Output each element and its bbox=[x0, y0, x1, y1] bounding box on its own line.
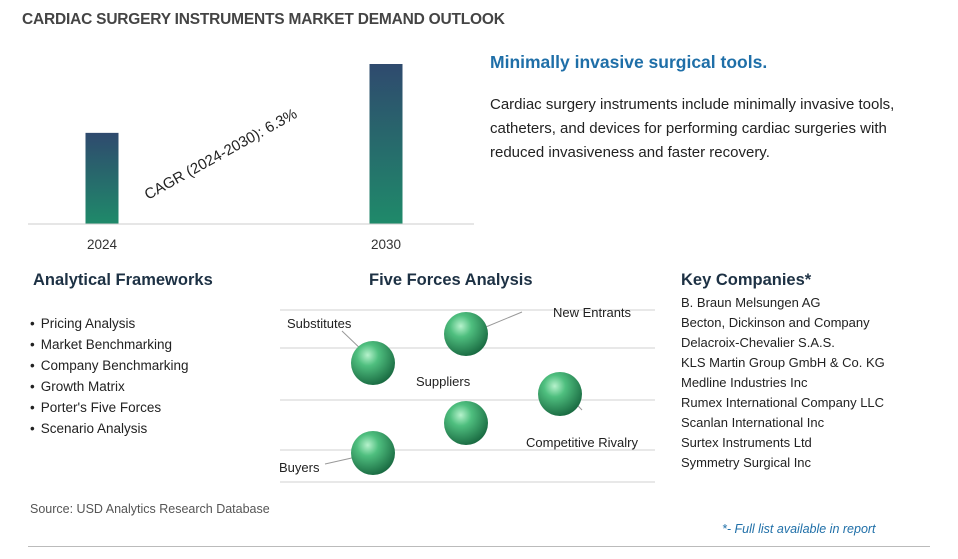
label-substitutes: Substitutes bbox=[287, 316, 352, 331]
company-item: Symmetry Surgical Inc bbox=[681, 455, 812, 470]
company-item: Scanlan International Inc bbox=[681, 415, 825, 430]
footnote: *- Full list available in report bbox=[722, 522, 876, 536]
bar-2024 bbox=[85, 132, 119, 224]
label-new-entrants: New Entrants bbox=[553, 305, 632, 320]
company-item: Delacroix-Chevalier S.A.S. bbox=[681, 335, 835, 350]
connector-new-entrants bbox=[480, 311, 523, 330]
company-item: Surtex Instruments Ltd bbox=[681, 435, 812, 450]
companies-list: B. Braun Melsungen AG Becton, Dickinson … bbox=[681, 293, 885, 473]
label-competitive-rivalry: Competitive Rivalry bbox=[526, 435, 638, 450]
page-title: CARDIAC SURGERY INSTRUMENTS MARKET DEMAN… bbox=[22, 11, 505, 28]
x-tick-label: 2024 bbox=[87, 237, 118, 252]
framework-item: Scenario Analysis bbox=[30, 418, 189, 439]
cagr-annotation: CAGR (2024-2030): 6.3% bbox=[142, 105, 300, 203]
companies-title: Key Companies* bbox=[681, 271, 812, 289]
company-item: Rumex International Company LLC bbox=[681, 395, 885, 410]
frameworks-title: Analytical Frameworks bbox=[33, 271, 213, 289]
description: Cardiac surgery instruments include mini… bbox=[490, 96, 895, 161]
label-buyers: Buyers bbox=[279, 460, 320, 475]
sphere-suppliers bbox=[444, 401, 488, 445]
five-forces-diagram: Substitutes New Entrants Suppliers Compe… bbox=[279, 305, 655, 483]
company-item: Becton, Dickinson and Company bbox=[681, 315, 870, 330]
divider bbox=[28, 546, 930, 547]
sphere-substitutes bbox=[351, 341, 395, 385]
frameworks-list: Pricing Analysis Market Benchmarking Com… bbox=[30, 313, 189, 439]
framework-item: Pricing Analysis bbox=[30, 313, 189, 334]
bar-2030 bbox=[369, 64, 403, 224]
sphere-new-entrants bbox=[444, 312, 488, 356]
source-note: Source: USD Analytics Research Database bbox=[30, 502, 270, 516]
headline: Minimally invasive surgical tools. bbox=[490, 52, 768, 72]
sphere-competitive-rivalry bbox=[538, 372, 582, 416]
company-item: B. Braun Melsungen AG bbox=[681, 295, 821, 310]
company-item: KLS Martin Group GmbH & Co. KG bbox=[681, 355, 885, 370]
company-item: Medline Industries Inc bbox=[681, 375, 808, 390]
bar-chart: 2024 2030 CAGR (2024-2030): 6.3% bbox=[28, 64, 474, 252]
five-forces-title: Five Forces Analysis bbox=[369, 271, 533, 289]
framework-item: Market Benchmarking bbox=[30, 334, 189, 355]
framework-item: Porter's Five Forces bbox=[30, 397, 189, 418]
framework-item: Company Benchmarking bbox=[30, 355, 189, 376]
label-suppliers: Suppliers bbox=[416, 374, 471, 389]
x-tick-label: 2030 bbox=[371, 237, 401, 252]
framework-item: Growth Matrix bbox=[30, 376, 189, 397]
sphere-buyers bbox=[351, 431, 395, 475]
